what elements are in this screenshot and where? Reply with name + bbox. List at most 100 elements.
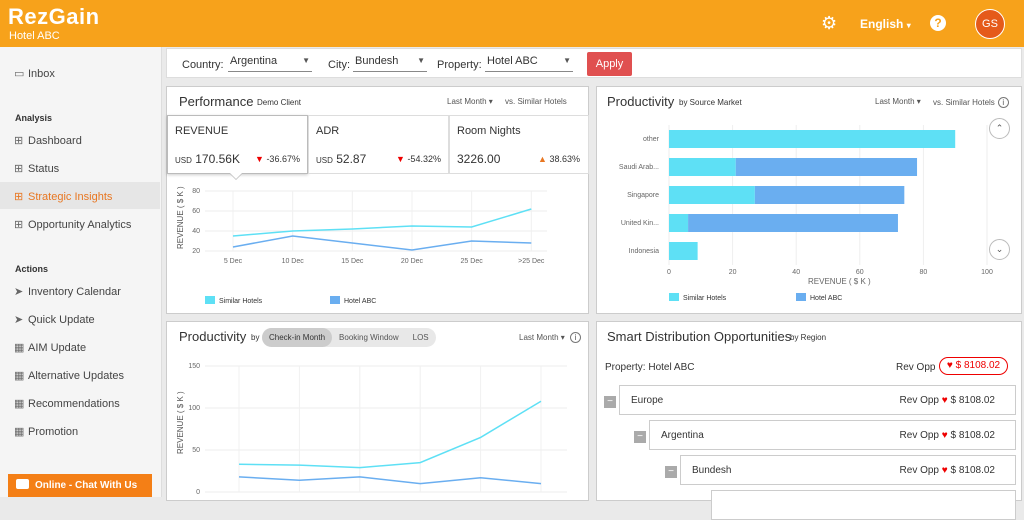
sidebar-item-quick-update[interactable]: ➤ Quick Update: [14, 313, 95, 326]
panel-title: Smart Distribution Opportunities: [607, 329, 792, 344]
sidebar-item-label: Opportunity Analytics: [28, 219, 132, 231]
panel-title: Productivity: [607, 94, 675, 109]
x-tick-label: 80: [920, 269, 928, 276]
top-bar: RezGain Hotel ABC ⚙ English ▾ ? GS: [0, 0, 1024, 47]
sidebar-item-label: Promotion: [28, 426, 79, 438]
kpi-adr[interactable]: ADR USD 52.87 ▼ -54.32%: [308, 115, 449, 174]
section-analysis: Analysis: [15, 113, 53, 123]
tree-row-bundesh[interactable]: − Bundesh Rev Opp ♥ $ 8108.02: [665, 455, 1016, 485]
bulb-icon: ♥: [946, 360, 953, 371]
language-dropdown[interactable]: English ▾: [860, 17, 911, 31]
panel-by-label: by: [251, 333, 260, 342]
chart-svg: 0 50 100 150: [188, 363, 567, 496]
tree-row-next[interactable]: [711, 490, 1016, 520]
info-icon[interactable]: i: [997, 97, 1009, 108]
sidebar-item-label: Inventory Calendar: [28, 286, 121, 298]
y-tick-label: United Kin...: [621, 220, 659, 227]
productivity-market-panel: Productivity by Source Market Last Month…: [596, 86, 1022, 314]
kpi-change: ▼ -36.67%: [255, 154, 300, 164]
caret-down-icon: ▼: [417, 56, 425, 65]
tab-booking-window[interactable]: Booking Window: [339, 333, 399, 342]
sidebar-item-recommendations[interactable]: ▦ Recommendations: [14, 397, 120, 410]
status-icon: ⊞: [14, 163, 24, 175]
legend-similar-hotels[interactable]: Similar Hotels: [669, 293, 726, 302]
x-tick-label: 20: [729, 269, 737, 276]
city-label: City:: [328, 59, 350, 71]
help-icon[interactable]: ?: [930, 15, 946, 31]
legend-hotel-abc[interactable]: Hotel ABC: [330, 296, 376, 305]
grid-icon: ▦: [14, 342, 25, 354]
kpi-revenue[interactable]: REVENUE USD 170.56K ▼ -36.67%: [167, 115, 308, 174]
tree-row-argentina[interactable]: − Argentina Rev Opp ♥ $ 8108.02: [634, 420, 1016, 450]
period-value: Last Month: [519, 333, 559, 342]
kpi-change-value: 38.63%: [549, 154, 580, 164]
bar-similar-hotels: [669, 130, 956, 148]
legend-similar-hotels[interactable]: Similar Hotels: [205, 296, 262, 305]
collapse-icon[interactable]: −: [665, 466, 677, 478]
panel-subtitle: Demo Client: [257, 98, 302, 107]
caret-down-icon: ▼: [563, 56, 571, 65]
sidebar-item-aim-update[interactable]: ▦ AIM Update: [14, 341, 86, 354]
period-dropdown[interactable]: Last Month ▾: [447, 97, 493, 106]
tree-row-europe[interactable]: − Europe Rev Opp ♥ $ 8108.02: [604, 385, 1016, 415]
property-label: Property: Hotel ABC: [605, 362, 695, 373]
collapse-icon[interactable]: −: [634, 431, 646, 443]
compare-dropdown[interactable]: vs. Similar Hotels: [505, 97, 567, 106]
rev-opp-value: Rev Opp ♥ $ 8108.02: [900, 465, 995, 476]
scroll-down-icon[interactable]: ⌄: [989, 239, 1010, 260]
performance-panel: Performance Demo Client Last Month ▾ vs.…: [166, 86, 589, 314]
sidebar-item-inventory-calendar[interactable]: ➤ Inventory Calendar: [14, 285, 121, 298]
period-dropdown[interactable]: Last Month ▾ i: [519, 332, 582, 343]
hotel-name: Hotel ABC: [9, 30, 60, 42]
chat-bubble-icon: [16, 479, 29, 489]
x-tick-label: 25 Dec: [461, 258, 484, 265]
rev-opp-total-badge[interactable]: ♥ $ 8108.02: [939, 357, 1008, 375]
y-tick-label: other: [643, 136, 660, 143]
property-select[interactable]: Hotel ABC ▼: [485, 55, 573, 72]
info-icon[interactable]: i: [570, 332, 582, 343]
kpi-currency: USD: [175, 156, 192, 165]
y-tick-label: 150: [188, 363, 200, 370]
kpi-number: 52.87: [336, 152, 367, 166]
property-label: Property:: [437, 59, 482, 71]
kpi-value: USD 52.87: [316, 152, 366, 166]
tab-los[interactable]: LOS: [412, 333, 429, 342]
bulb-icon: ♥: [941, 430, 948, 441]
city-select[interactable]: Bundesh ▼: [353, 55, 427, 72]
panel-title: Productivity: [179, 329, 247, 344]
sidebar-item-inbox[interactable]: ▭ Inbox: [14, 67, 55, 80]
chat-button[interactable]: Online - Chat With Us: [8, 474, 152, 497]
sidebar-item-promotion[interactable]: ▦ Promotion: [14, 425, 78, 438]
x-tick-label: 5 Dec: [224, 258, 243, 265]
period-dropdown[interactable]: Last Month ▾: [875, 97, 921, 106]
apply-button[interactable]: Apply: [587, 52, 632, 76]
sidebar-item-dashboard[interactable]: ⊞ Dashboard: [14, 134, 82, 147]
avatar[interactable]: GS: [975, 9, 1005, 39]
tab-check-in-month[interactable]: Check-in Month: [262, 328, 333, 347]
sidebar-item-status[interactable]: ⊞ Status: [14, 162, 59, 175]
compare-dropdown[interactable]: vs. Similar Hotels i: [933, 97, 1009, 108]
collapse-icon[interactable]: −: [604, 396, 616, 408]
sidebar-item-label: Alternative Updates: [28, 370, 124, 382]
scroll-up-icon[interactable]: ⌃: [989, 118, 1010, 139]
kpi-room-nights[interactable]: Room Nights 3226.00 ▲ 38.63%: [449, 115, 589, 174]
brand-logo[interactable]: RezGain: [8, 4, 100, 29]
sidebar-item-strategic-insights[interactable]: ⊞ Strategic Insights: [14, 190, 112, 203]
x-tick-label: 10 Dec: [282, 258, 305, 265]
kpi-change: ▼ -54.32%: [396, 154, 441, 164]
rev-opp-value: Rev Opp ♥ $ 8108.02: [900, 395, 995, 406]
filter-bar: Country: Argentina ▼ City: Bundesh ▼ Prope…: [166, 48, 1022, 78]
y-tick-label: 60: [192, 208, 200, 215]
kpi-change-value: -54.32%: [407, 154, 441, 164]
chart-svg: 0 20 40 60 80 100 other Saudi Arab... Singapore U…: [619, 125, 993, 276]
kpi-title: ADR: [316, 125, 340, 137]
gear-icon[interactable]: ⚙: [821, 13, 838, 33]
y-tick-label: Singapore: [627, 192, 659, 199]
sidebar-item-opportunity-analytics[interactable]: ⊞ Opportunity Analytics: [14, 218, 131, 231]
country-select[interactable]: Argentina ▼: [228, 55, 312, 72]
legend-hotel-abc[interactable]: Hotel ABC: [796, 293, 842, 302]
legend-swatch: [669, 293, 679, 301]
sidebar: ▭ Inbox Analysis ⊞ Dashboard ⊞ Status ⊞ Stra…: [0, 47, 162, 497]
bar-hotel-abc: [688, 214, 898, 232]
sidebar-item-alternative-updates[interactable]: ▦ Alternative Updates: [14, 369, 124, 382]
